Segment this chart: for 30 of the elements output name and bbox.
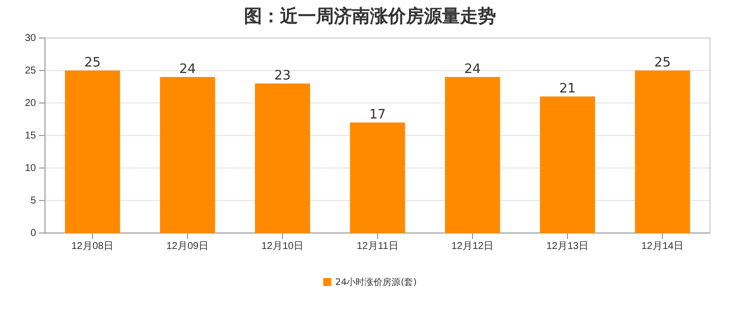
- y-tick-label: 25: [24, 66, 36, 77]
- x-tick-label: 12月08日: [71, 241, 114, 252]
- x-tick-label: 12月13日: [546, 241, 589, 252]
- chart-title: 图：近一周济南涨价房源量走势: [244, 6, 496, 27]
- bar: [634, 70, 690, 233]
- y-tick-label: 20: [24, 98, 36, 110]
- bar: [444, 77, 500, 233]
- y-tick-label: 15: [24, 130, 36, 142]
- bar: [540, 96, 596, 233]
- bar: [160, 77, 216, 233]
- bar: [350, 122, 406, 233]
- data-label: 23: [274, 68, 291, 84]
- x-tick-label: 12月09日: [166, 241, 209, 252]
- data-label: 25: [84, 56, 101, 70]
- x-tick-label: 12月14日: [641, 241, 684, 252]
- bar: [254, 84, 310, 233]
- data-label: 21: [559, 82, 576, 96]
- x-tick-label: 12月12日: [451, 241, 494, 252]
- data-label: 25: [654, 56, 671, 70]
- y-tick-label: 30: [24, 33, 36, 44]
- data-label: 17: [369, 108, 386, 122]
- y-tick-label: 5: [30, 196, 36, 207]
- x-tick-label: 12月10日: [261, 241, 304, 252]
- y-tick-label: 10: [24, 163, 36, 174]
- bar: [64, 70, 120, 233]
- y-tick-label: 0: [30, 228, 36, 240]
- data-label: 24: [179, 62, 196, 77]
- legend-label: 24小时涨价房源(套): [335, 277, 417, 288]
- data-label: 24: [464, 62, 481, 77]
- x-tick-label: 12月11日: [356, 241, 398, 252]
